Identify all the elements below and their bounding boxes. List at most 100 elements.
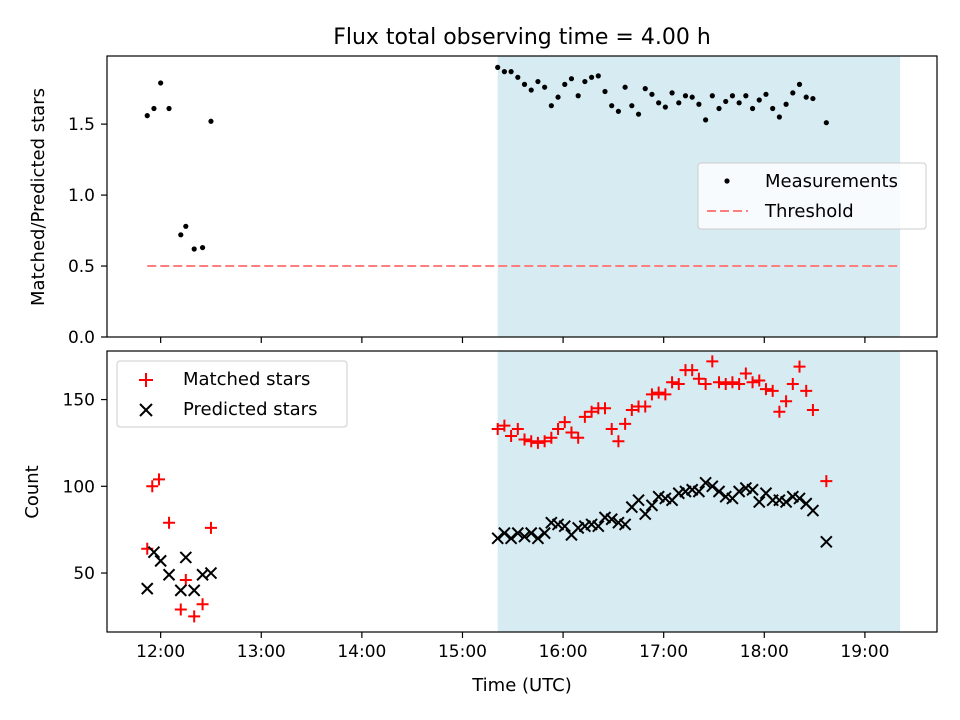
predicted-stars-point-26 [605, 513, 618, 526]
matched-stars-point-22 [578, 410, 591, 423]
matched-stars-point-17 [545, 431, 558, 444]
measurements-point-22 [582, 78, 588, 85]
measurements-point-48 [756, 97, 762, 103]
predicted-stars-point-6 [187, 584, 201, 597]
matched-stars-point-55 [800, 384, 813, 397]
predicted-legend-label: Predicted stars [183, 399, 317, 420]
measurements-point-14 [528, 87, 534, 93]
matched-legend-marker [139, 373, 153, 387]
y-tick-label-0: 0.0 [68, 328, 95, 348]
predicted-stars-point-0 [141, 582, 154, 595]
measurements-point-4 [178, 232, 184, 238]
measurements-point-9 [495, 64, 501, 70]
measurements-point-56 [810, 95, 816, 102]
predicted-stars-point-30 [632, 493, 645, 507]
matched-stars-point-28 [619, 417, 632, 430]
measurements-point-13 [521, 81, 528, 87]
predicted-stars-point-24 [592, 519, 605, 533]
predicted-stars-point-10 [498, 526, 511, 540]
matched-stars-point-56 [806, 403, 819, 416]
matched-stars-point-4 [174, 603, 187, 616]
measurements-legend-label: Measurements [765, 171, 898, 192]
measurements-point-1 [151, 105, 157, 112]
predicted-stars-point-45 [732, 485, 746, 498]
predicted-stars-point-19 [558, 519, 571, 533]
measurements-point-50 [770, 105, 776, 112]
measurements-point-26 [609, 103, 615, 109]
matched-stars-point-12 [511, 423, 524, 436]
measurements-point-52 [783, 101, 789, 107]
matched-stars-point-49 [759, 383, 772, 396]
matched-stars-point-31 [639, 400, 652, 413]
count-legend-box [116, 360, 348, 428]
x-tick-label-2: 14:00 [337, 642, 386, 662]
predicted-stars-point-14 [525, 526, 538, 540]
matched-stars-point-16 [538, 435, 551, 448]
count-panel-frame [106, 350, 938, 633]
measurements-point-18 [555, 94, 561, 100]
matched-stars-point-54 [793, 360, 806, 373]
measurements-point-30 [635, 111, 642, 117]
predicted-stars-point-1 [147, 546, 161, 559]
matched-stars-point-27 [612, 435, 625, 448]
y-tick-label-0: 50 [73, 564, 95, 584]
matched-stars-point-19 [558, 416, 571, 429]
measurements-point-39 [696, 101, 702, 107]
predicted-stars-point-8 [204, 566, 218, 580]
matched-legend-label: Matched stars [183, 369, 310, 390]
measurements-point-11 [508, 69, 514, 75]
matched-stars-point-53 [786, 377, 799, 390]
predicted-stars-point-57 [820, 535, 833, 549]
matched-stars-point-26 [605, 423, 618, 436]
predicted-stars-point-9 [491, 532, 504, 545]
predicted-stars-point-5 [179, 551, 193, 564]
predicted-stars-point-16 [538, 526, 551, 540]
count-legend: Matched stars Predicted stars [116, 360, 348, 428]
count-panel: 50 100 150 12:00 13:00 14:00 15:00 16:00 17:00 1… [22, 350, 938, 662]
measurements-point-31 [642, 86, 648, 92]
y-tick-label-1: 0.5 [68, 257, 95, 277]
matched-stars-point-10 [498, 419, 511, 432]
matched-stars-point-41 [706, 355, 719, 368]
measurements-point-3 [166, 105, 172, 112]
measurements-point-15 [535, 78, 541, 85]
matched-stars-point-13 [518, 433, 531, 446]
matched-stars-point-8 [204, 521, 217, 534]
measurements-point-2 [158, 80, 164, 86]
predicted-stars-point-47 [746, 483, 759, 496]
measurements-point-53 [790, 90, 796, 96]
measurements-point-37 [682, 93, 689, 99]
predicted-stars-point-4 [174, 584, 187, 597]
matched-stars-point-48 [753, 374, 766, 387]
matched-stars-point-9 [491, 423, 504, 436]
matched-stars-point-50 [766, 384, 779, 397]
predicted-stars-point-28 [618, 518, 632, 531]
predicted-legend-marker [139, 403, 153, 417]
measurements-point-54 [796, 81, 803, 87]
matched-stars-point-45 [733, 377, 746, 390]
matched-stars-point-23 [585, 405, 598, 418]
matched-stars-point-14 [525, 435, 538, 448]
measurements-point-19 [562, 81, 568, 87]
matched-stars-point-3 [163, 516, 176, 529]
matched-stars-point-25 [599, 402, 611, 415]
predicted-stars-point-48 [753, 495, 766, 509]
ratio-panel: 0.0 0.5 1.0 1.5 Matched/Predicted stars Mea… [28, 55, 938, 348]
measurements-point-49 [763, 91, 769, 97]
predicted-stars-point-40 [699, 476, 712, 490]
measurements-point-51 [776, 114, 782, 120]
matched-stars-point-42 [713, 376, 726, 389]
predicted-stars-point-54 [793, 492, 806, 505]
matched-stars-point-40 [699, 377, 712, 390]
measurements-point-47 [749, 105, 756, 112]
x-axis-label: Time (UTC) [471, 675, 572, 696]
matched-stars-point-21 [572, 431, 585, 444]
measurements-point-0 [144, 113, 150, 119]
x-tick-label-6: 18:00 [740, 642, 789, 662]
measurements-point-55 [803, 94, 809, 100]
measurements-point-42 [716, 105, 722, 112]
measurements-point-33 [656, 100, 662, 106]
x-tick-label-4: 16:00 [539, 642, 588, 662]
matched-stars-point-35 [666, 376, 679, 389]
